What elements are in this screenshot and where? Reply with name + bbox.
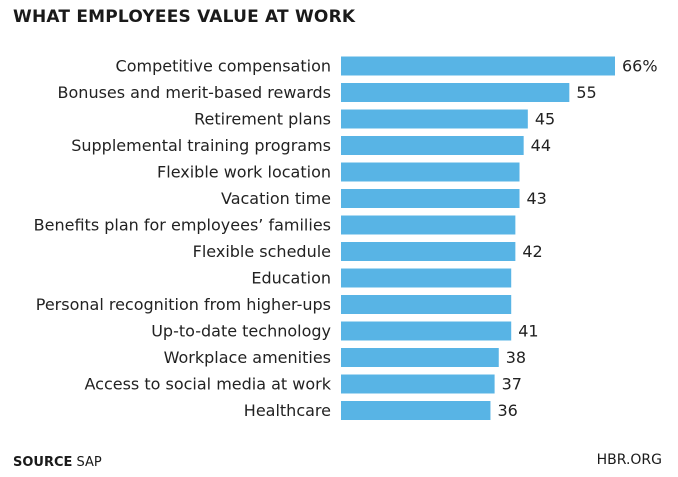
- category-label: Bonuses and merit-based rewards: [58, 83, 331, 102]
- bar: [341, 401, 491, 420]
- brand-footer: HBR.ORG: [596, 452, 662, 468]
- source-key: SOURCE: [13, 455, 73, 470]
- bar: [341, 109, 528, 129]
- category-label: Vacation time: [221, 189, 331, 208]
- category-label: Personal recognition from higher-ups: [36, 295, 331, 314]
- bar: [341, 374, 495, 394]
- value-label: 41: [518, 322, 538, 341]
- source-value: SAP: [76, 455, 102, 470]
- category-label: Workplace amenities: [164, 348, 331, 367]
- category-label: Benefits plan for employees’ families: [34, 216, 331, 235]
- value-label: 37: [502, 375, 522, 394]
- bar: [341, 215, 516, 235]
- value-label: 45: [535, 110, 555, 129]
- value-label: 66%: [622, 57, 658, 76]
- value-label: 44: [531, 136, 551, 155]
- bar: [341, 83, 570, 102]
- bars-layer: Competitive compensation 66% Bonuses and m…: [34, 56, 658, 420]
- value-label: 55: [576, 83, 596, 102]
- chart-title: WHAT EMPLOYEES VALUE AT WORK: [13, 7, 356, 27]
- bar: [341, 136, 524, 155]
- bar: [341, 162, 520, 182]
- source-note: SOURCE SAP: [13, 455, 102, 470]
- category-label: Supplemental training programs: [71, 136, 331, 155]
- category-label: Access to social media at work: [84, 375, 331, 394]
- bar-chart: Competitive compensation 66% Bonuses and m…: [34, 56, 658, 420]
- category-label: Retirement plans: [194, 110, 331, 129]
- bar: [341, 295, 512, 314]
- value-label: 36: [497, 401, 517, 420]
- bar: [341, 268, 512, 288]
- bar: [341, 242, 516, 261]
- value-label: 43: [527, 189, 547, 208]
- category-label: Healthcare: [244, 401, 331, 420]
- bar: [341, 321, 512, 341]
- bar: [341, 348, 499, 367]
- bar: [341, 56, 615, 76]
- category-label: Education: [251, 269, 331, 288]
- value-label: 42: [522, 242, 542, 261]
- bar: [341, 189, 520, 208]
- category-label: Flexible work location: [157, 163, 331, 182]
- category-label: Up-to-date technology: [151, 322, 331, 341]
- category-label: Flexible schedule: [193, 242, 331, 261]
- category-label: Competitive compensation: [116, 57, 331, 76]
- value-label: 38: [506, 348, 526, 367]
